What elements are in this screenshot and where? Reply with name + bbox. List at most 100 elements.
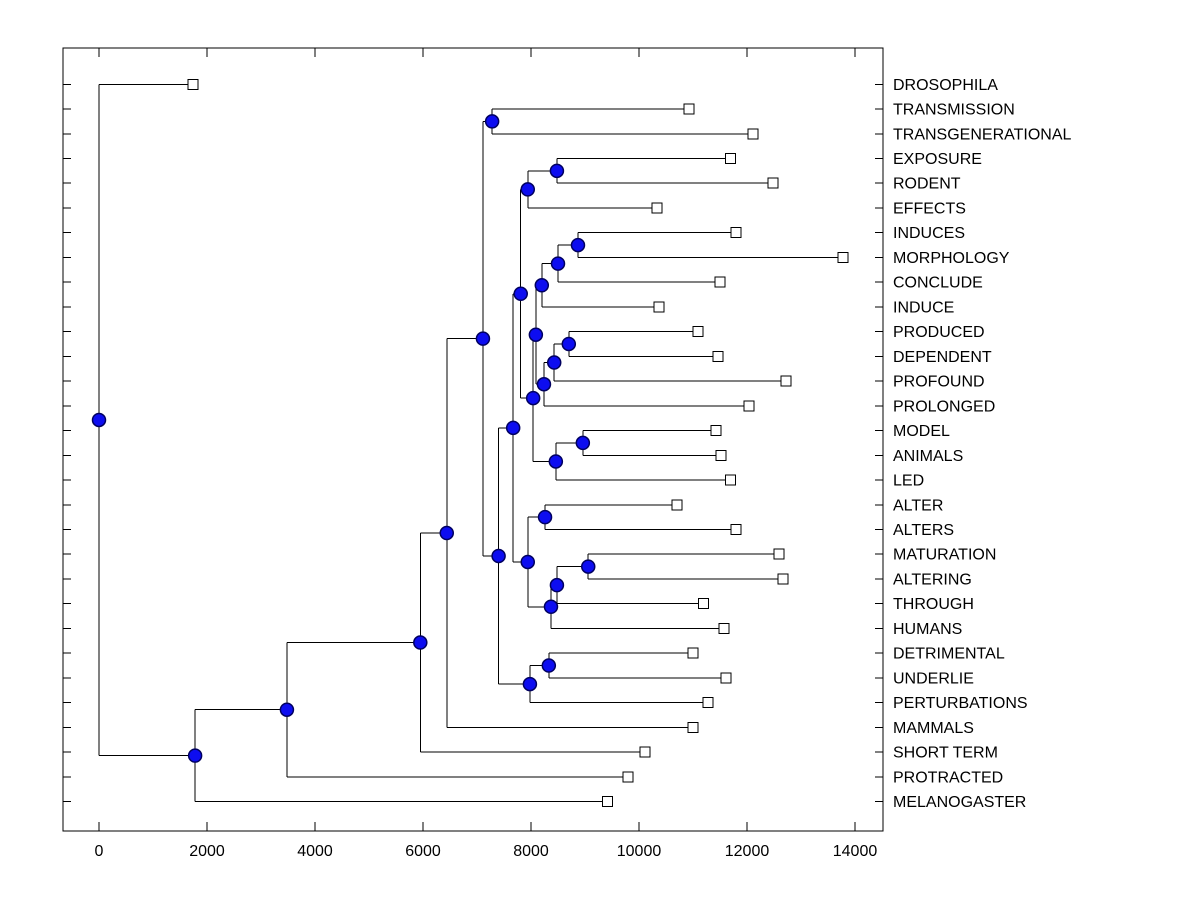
leaf-label-mammals: MAMMALS <box>893 720 974 737</box>
leaf-marker <box>780 375 792 387</box>
leaf-marker <box>743 400 755 412</box>
leaf-marker <box>687 647 699 659</box>
branch-node-marker <box>520 554 536 570</box>
leaf-marker <box>714 276 726 288</box>
x-axis-tick-label: 14000 <box>833 843 878 860</box>
leaf-label-short-term: SHORT TERM <box>893 745 998 762</box>
leaf-marker <box>187 78 199 90</box>
leaf-marker <box>837 251 849 263</box>
leaf-label-profound: PROFOUND <box>893 374 985 391</box>
x-axis-tick-label: 6000 <box>405 843 441 860</box>
branch-node-marker <box>537 509 553 525</box>
branch-node-marker <box>561 336 577 352</box>
branch-node-marker <box>91 412 107 428</box>
leaf-marker <box>687 721 699 733</box>
branch-node-marker <box>580 559 596 574</box>
leaf-marker <box>712 350 724 362</box>
leaf-label-humans: HUMANS <box>893 621 962 638</box>
x-axis-tick-label: 12000 <box>725 843 770 860</box>
branch-node-marker <box>513 286 528 302</box>
leaf-label-detrimental: DETRIMENTAL <box>893 646 1005 663</box>
leaf-label-melanogaster: MELANOGASTER <box>893 794 1026 811</box>
leaf-marker <box>767 177 779 189</box>
leaf-marker <box>747 128 759 140</box>
leaf-marker <box>671 499 683 511</box>
branch-node-marker <box>439 525 455 541</box>
branch-node-marker <box>279 702 295 717</box>
leaf-label-morphology: MORPHOLOGY <box>893 250 1010 267</box>
leaf-label-dependent: DEPENDENT <box>893 349 992 366</box>
branch-node-marker <box>536 376 552 392</box>
leaf-marker <box>720 672 732 684</box>
branch-node-marker <box>528 327 544 342</box>
x-axis-tick-label: 2000 <box>189 843 225 860</box>
plot-frame <box>62 47 884 832</box>
branch-node-marker <box>548 454 564 469</box>
leaf-label-drosophila: DROSOPHILA <box>893 77 998 94</box>
x-axis-tick-label: 0 <box>95 843 104 860</box>
branch-node-marker <box>520 182 536 197</box>
leaf-marker <box>715 449 727 461</box>
leaf-label-model: MODEL <box>893 423 950 440</box>
branch-node-marker <box>575 435 591 451</box>
leaf-marker <box>710 425 722 437</box>
leaf-label-transmission: TRANSMISSION <box>893 102 1015 119</box>
branch-node-marker <box>534 278 550 293</box>
leaf-label-led: LED <box>893 473 924 490</box>
branch-node-marker <box>484 114 500 129</box>
leaf-marker <box>653 301 665 313</box>
x-axis-tick-label: 4000 <box>297 843 333 860</box>
branch-node-marker <box>549 163 565 179</box>
leaf-marker <box>639 746 651 758</box>
branch-node-marker <box>543 599 559 615</box>
branch-node-marker <box>187 748 203 763</box>
branch-node-marker <box>413 635 428 650</box>
branch-node-marker <box>525 390 541 406</box>
branch-node-marker <box>475 331 491 346</box>
branch-node-marker <box>541 658 557 673</box>
leaf-label-perturbations: PERTURBATIONS <box>893 695 1028 712</box>
leaf-marker <box>683 103 695 115</box>
leaf-marker <box>730 227 742 239</box>
leaf-marker <box>777 573 789 585</box>
leaf-label-alter: ALTER <box>893 497 943 514</box>
leaf-label-underlie: UNDERLIE <box>893 670 974 687</box>
leaf-marker <box>724 152 736 164</box>
leaf-marker <box>773 548 785 560</box>
leaf-label-through: THROUGH <box>893 596 974 613</box>
leaf-label-transgenerational: TRANSGENERATIONAL <box>893 126 1072 143</box>
branch-node-marker <box>491 548 506 564</box>
branch-node-marker <box>546 355 562 370</box>
leaf-marker <box>730 523 742 535</box>
leaf-label-protracted: PROTRACTED <box>893 769 1003 786</box>
leaf-marker <box>602 796 614 808</box>
leaf-marker <box>692 326 704 338</box>
branch-node-marker <box>522 676 538 692</box>
leaf-label-conclude: CONCLUDE <box>893 275 983 292</box>
leaf-label-maturation: MATURATION <box>893 547 996 564</box>
leaf-marker <box>622 771 634 783</box>
leaf-label-effects: EFFECTS <box>893 200 966 217</box>
branch-node-marker <box>550 256 566 271</box>
leaf-marker <box>697 598 709 610</box>
leaf-label-exposure: EXPOSURE <box>893 151 982 168</box>
leaf-label-altering: ALTERING <box>893 571 972 588</box>
x-axis-tick-label: 10000 <box>617 843 662 860</box>
leaf-label-animals: ANIMALS <box>893 448 963 465</box>
branch-node-marker <box>505 420 521 436</box>
leaf-label-produced: PRODUCED <box>893 324 985 341</box>
branch-node-marker <box>570 237 586 253</box>
x-axis-tick-label: 8000 <box>513 843 549 860</box>
leaf-marker <box>718 622 730 634</box>
leaf-label-alters: ALTERS <box>893 522 954 539</box>
leaf-label-induce: INDUCE <box>893 299 954 316</box>
leaf-label-prolonged: PROLONGED <box>893 398 995 415</box>
leaf-marker <box>724 474 736 486</box>
leaf-marker <box>651 202 663 214</box>
branch-node-marker <box>549 577 565 593</box>
leaf-label-induces: INDUCES <box>893 225 965 242</box>
leaf-marker <box>702 697 714 709</box>
leaf-label-rodent: RODENT <box>893 176 961 193</box>
